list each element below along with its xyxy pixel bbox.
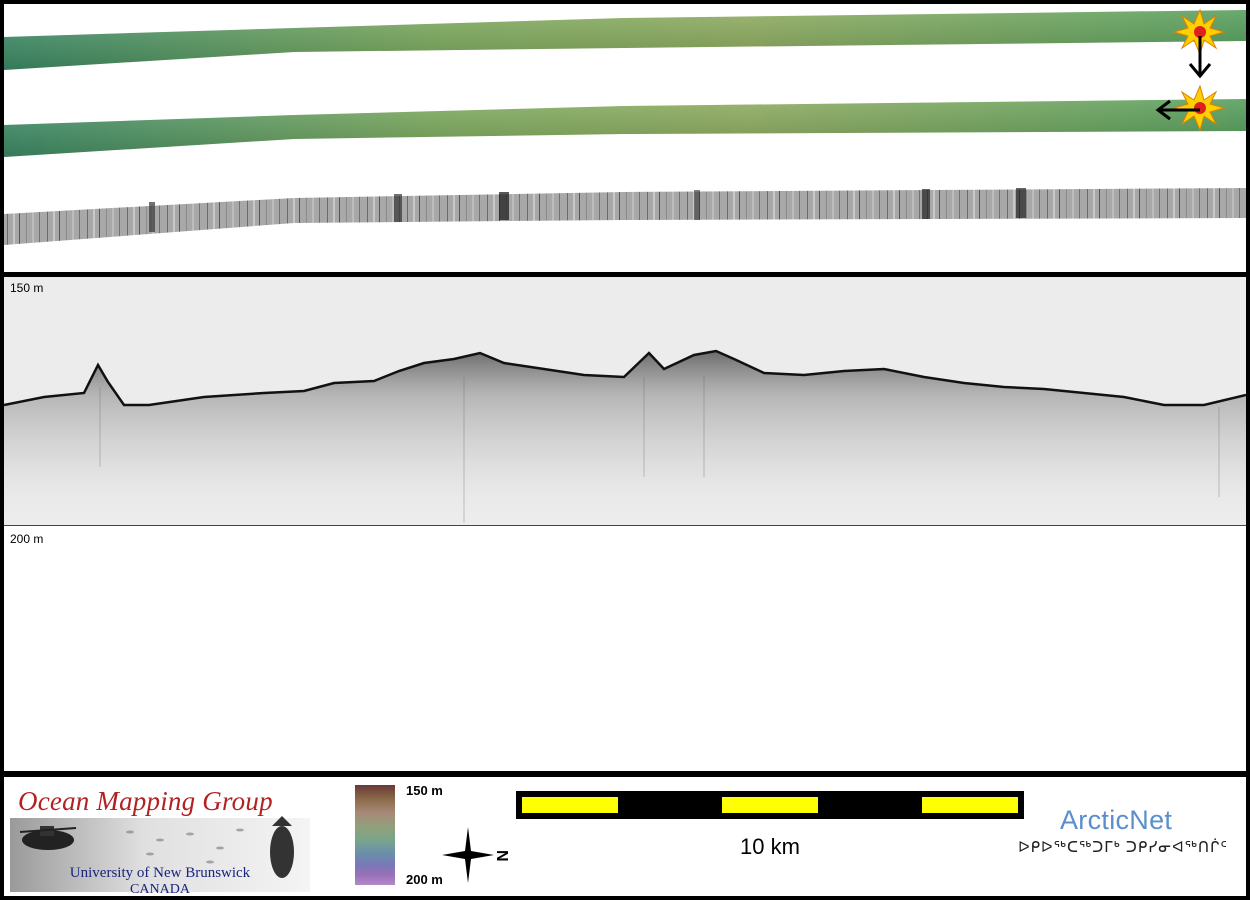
subbottom-profile-panel: 150 m 200 m	[4, 277, 1246, 771]
seafloor-line	[4, 349, 1246, 407]
omg-country: CANADA	[130, 882, 190, 896]
north-arrow-icon: N	[440, 825, 522, 885]
omg-university: University of New Brunswick	[69, 865, 251, 881]
scale-segment	[922, 797, 1018, 813]
footer-panel: Ocean Mapping Group University of New Br…	[4, 777, 1246, 896]
arcticnet-logo-subtitle: ᐅᑭᐅᖅᑕᖅᑐᒥᒃ ᑐᑭᓯᓂᐊᖅᑎᒌᑦ	[1018, 839, 1228, 856]
scale-label: 10 km	[740, 834, 800, 859]
left-arrow-icon	[1155, 99, 1200, 121]
down-arrow-icon	[1188, 36, 1212, 79]
depth-divider	[4, 525, 1246, 526]
ocean-mapping-group-logo: Ocean Mapping Group University of New Br…	[10, 782, 310, 896]
logo-background-icon	[10, 816, 310, 892]
depth-colorbar	[355, 785, 395, 885]
scale-bar	[516, 791, 1024, 819]
echo-streaks	[99, 375, 1220, 523]
scale-segment	[722, 797, 818, 813]
scale-segment	[522, 797, 618, 813]
compass-north-letter: N	[493, 850, 510, 862]
colorbar-min-label: 200 m	[406, 872, 443, 887]
arcticnet-logo-title: ArcticNet	[1060, 805, 1173, 835]
omg-title: Ocean Mapping Group	[18, 786, 273, 816]
swath-strips-panel	[4, 4, 1246, 272]
colorbar-max-label: 150 m	[406, 783, 443, 798]
fish-icon	[270, 816, 294, 878]
depth-label-bottom: 200 m	[10, 532, 44, 546]
bathymetry-strip-1	[4, 10, 1246, 70]
bathymetry-strip-2	[4, 99, 1246, 157]
sediment-fill	[4, 351, 1246, 525]
depth-label-top: 150 m	[10, 281, 44, 295]
echogram-area	[4, 277, 1246, 525]
ship-icon	[19, 826, 77, 850]
echogram-svg	[4, 349, 1246, 525]
backscatter-strip	[4, 188, 1246, 245]
swath-strips-svg	[4, 8, 1246, 245]
